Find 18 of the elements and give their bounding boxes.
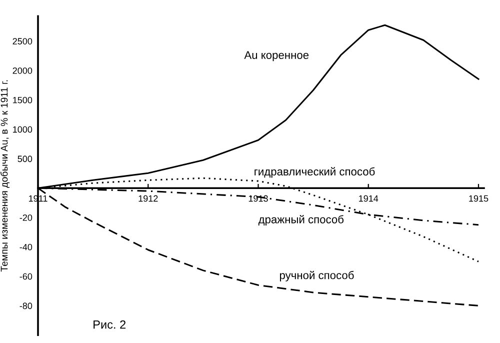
x-tick-label: 1912 xyxy=(138,195,158,202)
y-axis-title: Темпы изменения добычи Au, в % к 1911 г. xyxy=(0,80,10,272)
y-tick-label: 500 xyxy=(18,156,32,162)
y2-tick-label: -80 xyxy=(20,302,32,310)
x-tick-label: 1915 xyxy=(469,195,488,202)
y2-tick-label: -60 xyxy=(20,273,32,280)
y-tick-label: 2000 xyxy=(12,67,32,74)
y2-tick-label: -40 xyxy=(20,244,32,250)
y-tick-label: 1500 xyxy=(13,96,32,104)
y-tick-label: 1000 xyxy=(13,126,32,133)
series-label: гидравлический способ xyxy=(254,167,375,178)
annotation: Рис. 2 xyxy=(94,320,126,329)
y2-tick-label: -20 xyxy=(20,214,32,221)
series-label: ручной способ xyxy=(280,270,354,282)
y-tick-label: 2500 xyxy=(12,38,32,44)
series-label: Au коренное xyxy=(244,51,309,62)
series-label: дражный способ xyxy=(258,215,344,226)
x-tick-label: 1914 xyxy=(359,195,378,202)
